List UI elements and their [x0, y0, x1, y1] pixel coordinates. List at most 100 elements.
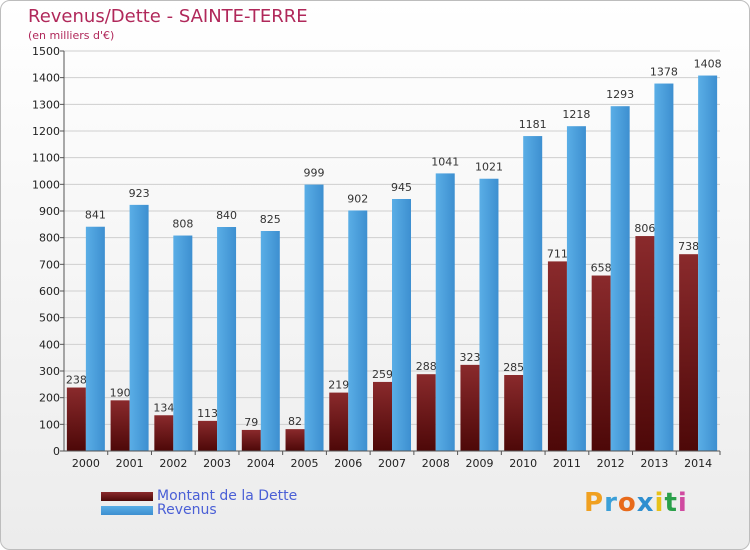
bar-dette	[679, 254, 699, 451]
data-label-revenus: 902	[347, 192, 368, 205]
data-label-revenus: 1408	[694, 58, 722, 71]
bar-dette	[591, 275, 611, 451]
bar-revenus	[698, 75, 718, 452]
bar-dette	[241, 429, 261, 451]
bar-revenus	[479, 178, 499, 451]
logo-letter: P	[584, 488, 605, 518]
x-tick-label: 2003	[203, 457, 231, 470]
logo-letter: i	[677, 488, 688, 518]
bar-revenus	[566, 126, 586, 451]
bar-revenus	[392, 199, 411, 451]
y-tick-label: 800	[39, 232, 60, 245]
data-label-revenus: 1041	[431, 155, 459, 168]
data-label-dette: 658	[591, 262, 612, 275]
y-tick-label: 400	[39, 338, 60, 351]
y-tick-label: 1100	[32, 152, 60, 165]
chart-title: Revenus/Dette - SAINTE-TERRE	[28, 6, 308, 27]
bar-revenus	[610, 106, 630, 451]
data-label-revenus: 1293	[606, 88, 634, 101]
y-tick-label: 1400	[32, 72, 60, 85]
bar-revenus	[523, 136, 543, 452]
y-tick-label: 300	[39, 365, 60, 378]
y-tick-label: 200	[39, 392, 60, 405]
x-tick-label: 2009	[465, 457, 493, 470]
data-label-revenus: 840	[216, 209, 237, 222]
bars: 238 841 190 923 134 808 113 840 79 825 82 999 219 902…	[66, 58, 722, 452]
bar-revenus	[348, 210, 368, 451]
data-label-dette: 79	[244, 416, 258, 429]
data-label-dette: 238	[66, 374, 87, 387]
logo-letter: x	[636, 488, 655, 518]
bar-dette	[285, 429, 305, 451]
data-label-revenus: 923	[129, 187, 150, 200]
data-label-revenus: 808	[172, 218, 193, 231]
axes: 0 100 200 300 400 500 600 700 800 900 1000 1100 1200…	[32, 45, 721, 470]
bar-dette	[373, 381, 392, 451]
bar-revenus	[435, 173, 455, 451]
legend-item-debt: Montant de la Dette	[101, 488, 297, 504]
x-tick-label: 2008	[422, 457, 450, 470]
data-label-dette: 323	[459, 351, 480, 364]
y-tick-label: 600	[39, 285, 60, 298]
data-label-dette: 113	[197, 407, 218, 420]
x-tick-label: 2005	[291, 457, 319, 470]
bar-dette	[154, 415, 174, 451]
logo-letter: t	[664, 488, 678, 518]
logo-letter: r	[604, 488, 618, 518]
x-tick-label: 2004	[247, 457, 275, 470]
x-tick-label: 2007	[378, 457, 406, 470]
y-tick-label: 1500	[32, 45, 60, 58]
bar-revenus	[260, 231, 280, 451]
x-tick-label: 2000	[72, 457, 100, 470]
x-tick-label: 2013	[640, 457, 668, 470]
bar-revenus	[129, 204, 149, 451]
legend-label-debt: Montant de la Dette	[157, 488, 298, 504]
data-label-dette: 285	[503, 361, 524, 374]
y-tick-label: 1200	[32, 125, 60, 138]
data-label-revenus: 1021	[475, 161, 503, 174]
legend-swatch-debt	[101, 491, 153, 501]
data-label-dette: 259	[372, 368, 393, 381]
x-tick-label: 2012	[597, 457, 625, 470]
data-label-dette: 806	[634, 222, 655, 235]
y-tick-label: 500	[39, 312, 60, 325]
bar-dette	[66, 387, 86, 451]
data-label-revenus: 825	[260, 213, 281, 226]
legend-label-revenus: Revenus	[157, 502, 217, 518]
x-tick-label: 2011	[553, 457, 581, 470]
data-label-revenus: 999	[304, 167, 325, 180]
data-label-revenus: 1378	[650, 66, 678, 79]
data-label-dette: 219	[328, 379, 349, 392]
data-label-dette: 134	[153, 401, 174, 414]
data-label-dette: 190	[110, 386, 131, 399]
data-label-revenus: 945	[391, 181, 412, 194]
legend-swatch-revenus	[101, 505, 153, 515]
chart-subtitle: (en milliers d'€)	[28, 29, 115, 42]
data-label-dette: 738	[678, 240, 699, 253]
logo-letter: i	[654, 488, 665, 518]
bar-revenus	[217, 227, 237, 451]
bar-dette	[547, 261, 567, 451]
y-tick-label: 1000	[32, 178, 60, 191]
bar-dette	[460, 364, 480, 451]
bar-revenus	[654, 83, 674, 452]
bar-dette	[504, 375, 524, 451]
bar-dette	[110, 400, 130, 451]
data-label-revenus: 1218	[562, 108, 590, 121]
data-label-dette: 288	[416, 360, 437, 373]
y-tick-label: 700	[39, 258, 60, 271]
data-label-revenus: 1181	[519, 118, 547, 131]
data-label-dette: 711	[547, 247, 568, 260]
y-tick-label: 100	[39, 418, 60, 431]
bar-dette	[198, 420, 218, 451]
bar-dette	[635, 236, 655, 451]
legend-item-revenus: Revenus	[101, 502, 217, 518]
x-tick-label: 2010	[509, 457, 537, 470]
x-tick-label: 2014	[684, 457, 712, 470]
bar-dette	[416, 374, 436, 451]
y-tick-label: 900	[39, 205, 60, 218]
bar-revenus	[304, 184, 324, 451]
y-tick-label: 0	[53, 445, 60, 458]
